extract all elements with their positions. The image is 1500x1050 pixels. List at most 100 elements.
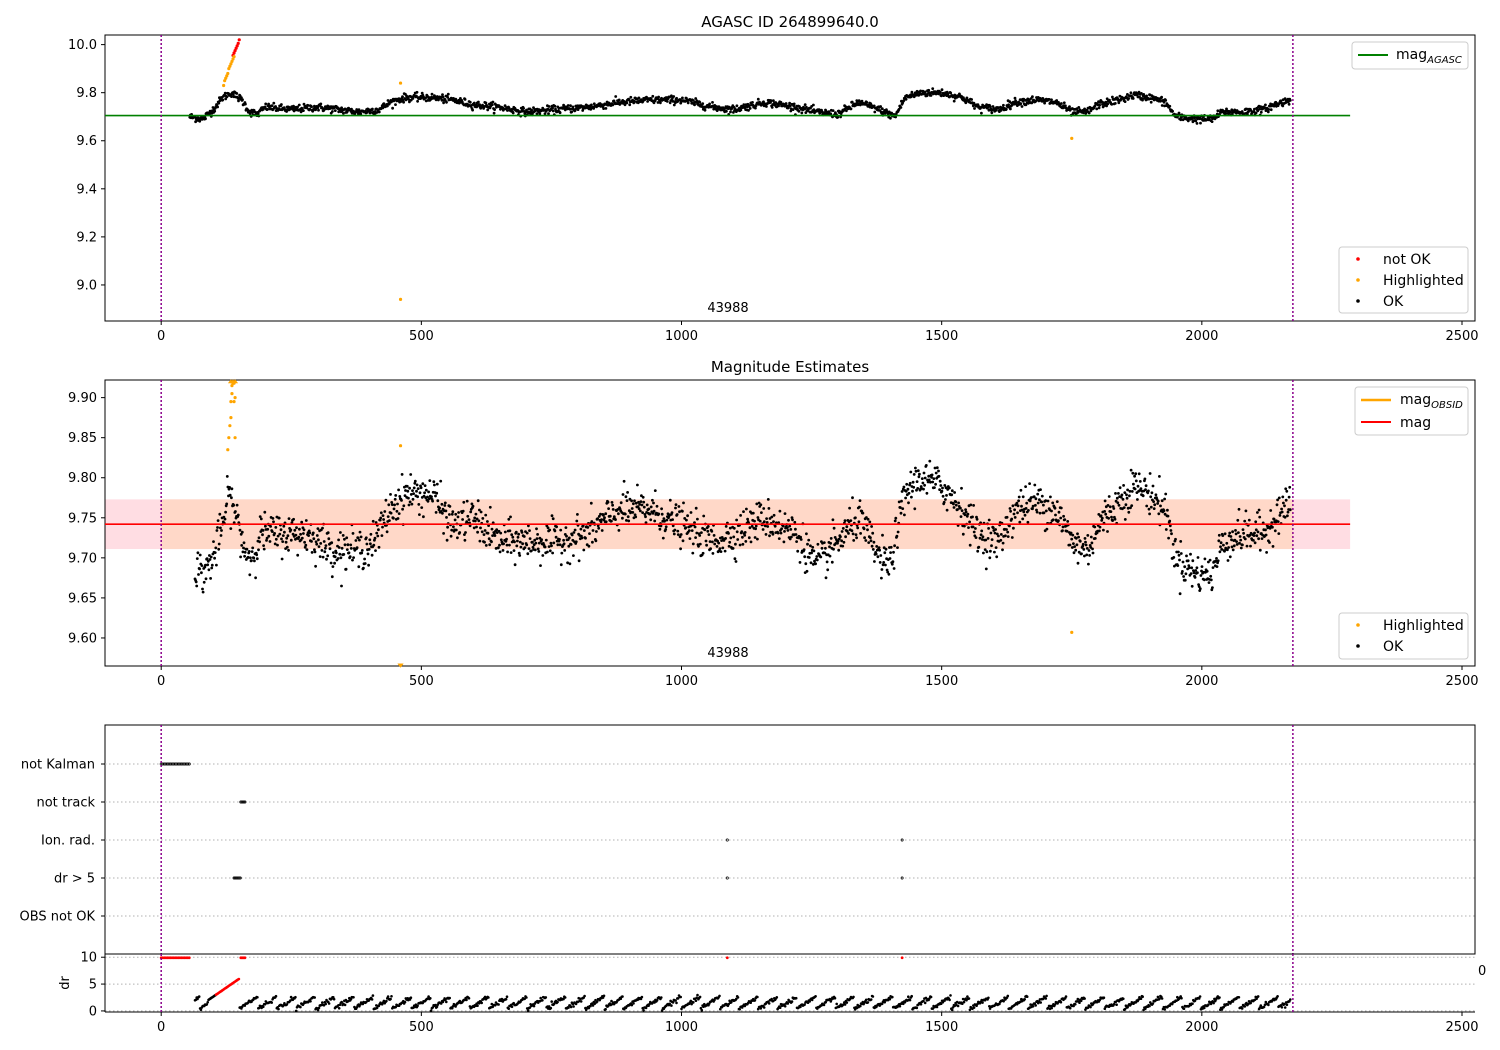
dr-point <box>487 996 490 999</box>
ok-point <box>277 516 281 520</box>
dr-y-tick-label: 10 <box>80 951 97 966</box>
ok-point <box>866 517 870 521</box>
ok-point <box>751 101 754 104</box>
ok-point <box>484 544 488 547</box>
ok-point <box>913 507 917 511</box>
ok-point <box>760 511 763 514</box>
flag-row-label: not Kalman <box>21 758 95 773</box>
ok-point <box>935 466 939 470</box>
dr-point <box>505 995 509 998</box>
ok-point <box>497 546 500 550</box>
ok-point <box>1245 544 1249 548</box>
ok-point <box>854 516 857 520</box>
ok-point <box>977 545 981 549</box>
ok-point <box>743 533 747 537</box>
ok-point <box>1050 98 1053 102</box>
ok-point <box>468 100 472 104</box>
x-tick-label: 500 <box>409 329 434 344</box>
ok-point <box>703 108 707 112</box>
ok-point <box>568 107 572 111</box>
ok-point <box>1087 562 1090 566</box>
ok-point <box>551 551 554 555</box>
ok-point <box>879 554 883 557</box>
ok-point <box>990 538 994 541</box>
ok-point <box>932 477 936 480</box>
ok-point <box>809 544 812 548</box>
ok-point <box>625 499 629 502</box>
ok-point <box>952 99 956 103</box>
ok-point <box>1254 111 1258 115</box>
ok-point <box>826 568 830 572</box>
ok-point <box>659 101 662 105</box>
dr-point <box>317 1006 321 1010</box>
ok-point <box>294 533 298 537</box>
ok-point <box>703 528 707 532</box>
dr-point <box>640 995 644 999</box>
ok-point <box>889 551 892 554</box>
dr-point <box>668 1002 671 1006</box>
ok-point <box>1117 101 1121 105</box>
ok-point <box>546 526 550 530</box>
y-tick-label: 9.0 <box>76 278 97 293</box>
ok-point <box>851 532 855 536</box>
ok-point <box>733 557 737 561</box>
ok-point <box>387 503 391 507</box>
ok-point <box>854 533 858 537</box>
ok-point <box>248 573 252 577</box>
ok-point <box>482 533 486 536</box>
dr-point <box>435 1005 439 1008</box>
ok-point <box>828 545 831 549</box>
ok-point <box>1228 555 1232 559</box>
ok-point <box>558 111 562 115</box>
ok-point <box>1168 104 1172 108</box>
ok-point <box>1001 541 1005 545</box>
ok-point <box>232 521 236 525</box>
ok-point <box>747 109 750 112</box>
ok-point <box>627 519 631 523</box>
ok-point <box>195 584 199 588</box>
dr-point <box>497 1003 500 1006</box>
ok-point <box>872 540 876 544</box>
ok-point <box>1209 578 1213 582</box>
ok-point <box>625 519 628 522</box>
ok-point <box>890 562 894 566</box>
flag-marker <box>237 876 241 880</box>
ok-point <box>374 549 377 552</box>
ok-point <box>626 491 629 494</box>
ok-point <box>389 493 392 496</box>
ok-point <box>594 539 598 543</box>
ok-point <box>522 535 526 538</box>
ok-point <box>263 510 267 514</box>
ok-point <box>433 95 437 98</box>
ok-point <box>1240 110 1244 113</box>
ok-point <box>623 512 627 516</box>
dr-point <box>262 1005 265 1009</box>
dr-x-tick-label: 1500 <box>925 1020 958 1035</box>
ok-point <box>845 529 849 533</box>
ok-point <box>891 560 895 564</box>
ok-point <box>381 525 384 529</box>
dr-point <box>775 996 779 999</box>
ok-point <box>430 92 434 96</box>
ok-point <box>569 104 572 107</box>
ok-point <box>1285 489 1289 493</box>
ok-point <box>679 533 683 536</box>
ok-point <box>1149 505 1153 509</box>
ok-point <box>1074 536 1078 540</box>
ok-point <box>568 562 572 566</box>
dr-point <box>332 997 336 1001</box>
ok-point <box>1157 512 1161 516</box>
ok-point <box>281 540 285 543</box>
y-tick-label: 9.70 <box>68 551 97 566</box>
ok-point <box>938 488 941 491</box>
ok-point <box>770 106 774 109</box>
dr-point <box>445 1000 448 1004</box>
flag-marker <box>164 762 168 766</box>
ok-point <box>1053 506 1057 510</box>
ok-point <box>1034 503 1037 507</box>
ok-point <box>1128 494 1131 498</box>
ok-point <box>531 545 535 549</box>
y-tick-label: 9.6 <box>76 134 97 149</box>
ok-point <box>377 528 380 532</box>
